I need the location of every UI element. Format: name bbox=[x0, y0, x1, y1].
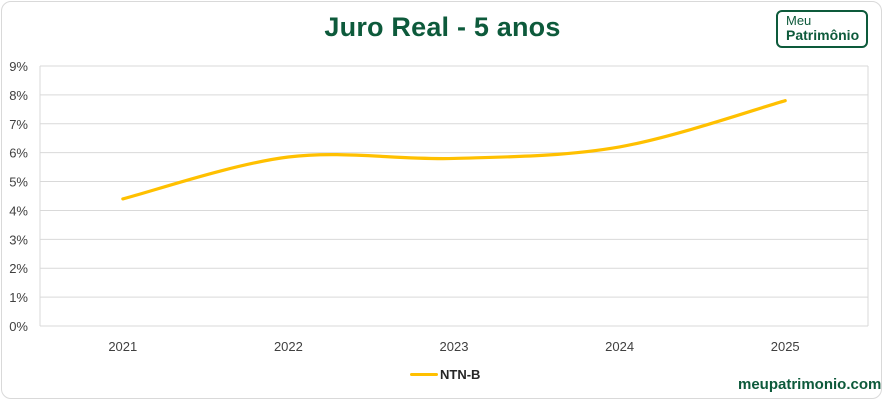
y-tick-label: 1% bbox=[9, 290, 28, 305]
legend-swatch-ntn-b bbox=[410, 373, 438, 376]
legend-label-ntn-b: NTN-B bbox=[440, 367, 481, 382]
y-axis-ticks: 0% 1% 2% 3% 4% 5% 6% 7% 8% 9% bbox=[9, 59, 28, 334]
x-tick-label: 2025 bbox=[771, 339, 800, 354]
series-line-ntn-b bbox=[121, 99, 787, 201]
x-tick-label: 2021 bbox=[108, 339, 137, 354]
x-axis-ticks: 2021 2022 2023 2024 2025 bbox=[108, 339, 799, 354]
y-tick-label: 3% bbox=[9, 232, 28, 247]
y-tick-label: 8% bbox=[9, 88, 28, 103]
y-tick-label: 6% bbox=[9, 146, 28, 161]
x-tick-label: 2023 bbox=[440, 339, 469, 354]
chart-title: Juro Real - 5 anos bbox=[324, 12, 561, 42]
logo-line-2: Patrimônio bbox=[786, 26, 860, 43]
brand-logo: Meu Patrimônio bbox=[776, 10, 868, 48]
y-tick-label: 5% bbox=[9, 175, 28, 190]
y-tick-label: 2% bbox=[9, 261, 28, 276]
gridlines bbox=[39, 65, 869, 327]
logo-line-1: Meu bbox=[786, 13, 812, 28]
legend: NTN-B bbox=[410, 367, 480, 382]
y-tick-label: 7% bbox=[9, 117, 28, 132]
site-watermark: meupatrimonio.com bbox=[738, 376, 882, 393]
y-tick-label: 0% bbox=[9, 319, 28, 334]
y-tick-label: 4% bbox=[9, 203, 28, 218]
y-tick-label: 9% bbox=[9, 59, 28, 74]
x-tick-label: 2024 bbox=[605, 339, 634, 354]
x-tick-label: 2022 bbox=[274, 339, 303, 354]
